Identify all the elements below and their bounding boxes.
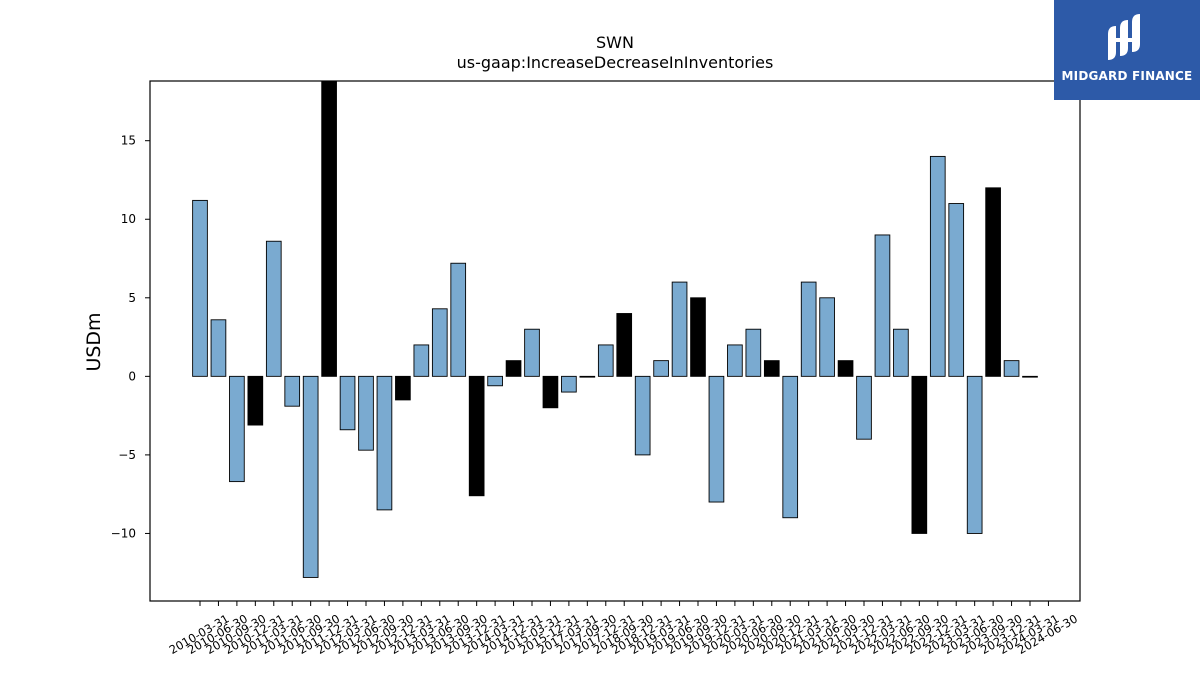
bar-2018-09-30: [616, 313, 633, 377]
bar-2012-12-31: [395, 375, 411, 401]
y-tick-label: 5: [128, 291, 136, 305]
bar-2019-06-30: [671, 281, 688, 377]
bar-2020-09-30: [763, 360, 780, 377]
bar-2011-12-31: [321, 80, 337, 377]
bar-2021-03-31: [800, 281, 817, 377]
bar-2020-03-31: [727, 344, 743, 377]
bar-2011-03-31: [265, 240, 282, 377]
bar-2014-12-31: [505, 360, 522, 377]
y-tick-label: 0: [128, 369, 136, 383]
bar-2010-03-31: [192, 199, 208, 377]
bar-2014-03-31: [487, 375, 503, 387]
bar-2015-12-31: [542, 375, 559, 409]
bar-2013-12-31: [468, 375, 485, 497]
bar-2022-06-30: [893, 328, 909, 377]
chart-title: SWN: [596, 33, 634, 52]
y-axis-label: USDm: [83, 312, 105, 371]
logo-text: MIDGARD FINANCE: [1061, 69, 1193, 83]
bar-2023-03-31: [948, 203, 965, 377]
bar-2017-03-31: [561, 375, 577, 393]
bar-2020-06-30: [745, 328, 762, 377]
bar-2017-09-30: [579, 375, 596, 378]
bar-2024-03-31: [1022, 375, 1038, 378]
bar-2023-09-30: [985, 187, 1001, 377]
bar-2021-12-31: [856, 375, 872, 440]
bar-2012-09-30: [376, 375, 393, 511]
bar-2013-06-30: [431, 308, 448, 377]
bar-2015-03-31: [524, 328, 540, 377]
bar-2013-09-30: [450, 262, 467, 377]
bar-2011-06-30: [284, 375, 301, 407]
midgard-logo-icon: [1108, 14, 1140, 60]
x-axis-ticks: 2010-03-312010-06-302010-09-302010-12-31…: [167, 601, 1080, 657]
bar-2021-09-30: [837, 360, 854, 377]
bar-2022-09-30: [911, 375, 928, 534]
bar-2010-06-30: [210, 319, 227, 377]
bar-2023-06-30: [966, 375, 983, 534]
y-tick-label: 10: [121, 212, 136, 226]
bar-2011-09-30: [302, 375, 319, 578]
bar-2023-12-31: [1003, 360, 1020, 377]
bar-2020-12-31: [782, 375, 799, 519]
chart-subtitle: us-gaap:IncreaseDecreaseInInventories: [457, 53, 774, 72]
y-axis-ticks: −10 −5 0 5 10 15: [111, 134, 150, 540]
bar-2010-09-30: [229, 375, 245, 483]
bars-layer: [192, 80, 1038, 578]
company-logo: MIDGARD FINANCE: [1054, 0, 1200, 100]
bar-2022-03-31: [874, 234, 891, 377]
bar-2019-09-30: [690, 297, 706, 377]
y-tick-label: 15: [121, 134, 136, 148]
bar-2012-06-30: [358, 375, 374, 451]
y-tick-label: −5: [118, 448, 136, 462]
bar-2013-03-31: [413, 344, 430, 377]
bar-2019-03-31: [653, 360, 669, 377]
bar-2021-06-30: [819, 297, 835, 377]
bar-2012-03-31: [339, 375, 356, 431]
bar-2019-12-31: [708, 375, 725, 503]
y-tick-label: −10: [111, 526, 136, 540]
bar-2010-12-31: [247, 375, 264, 426]
plot-frame: [149, 80, 1081, 602]
bar-2022-12-31: [929, 155, 946, 377]
bar-2017-12-31: [597, 344, 614, 377]
bar-2018-12-31: [634, 375, 651, 456]
